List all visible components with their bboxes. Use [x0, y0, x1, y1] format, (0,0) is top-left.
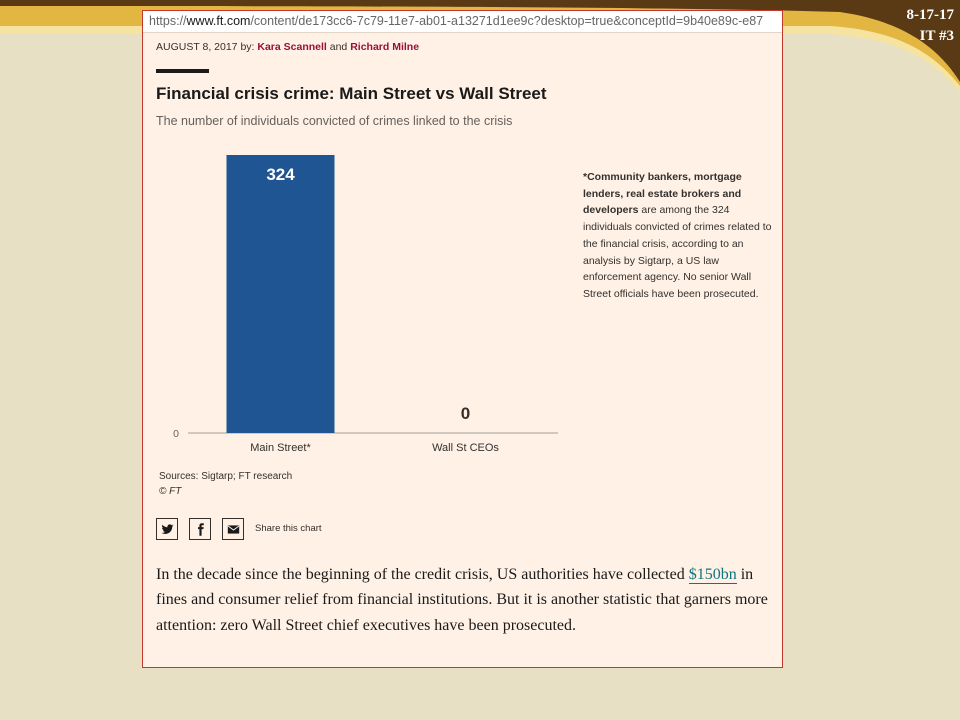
byline: AUGUST 8, 2017 by: Kara Scannell and Ric…: [156, 41, 419, 53]
slide-date-label: 8-17-17: [906, 7, 955, 23]
share-label: Share this chart: [255, 523, 322, 534]
url-host: www.ft.com: [186, 14, 251, 28]
slide-tag-label: IT #3: [919, 28, 954, 44]
share-facebook-button[interactable]: [189, 518, 211, 540]
paragraph-text-start: In the decade since the beginning of the…: [156, 566, 689, 583]
copyright-text: © FT: [159, 486, 182, 497]
bar-value-label: 0: [461, 404, 470, 423]
share-twitter-button[interactable]: [156, 518, 178, 540]
email-icon: [227, 524, 239, 534]
bar-chart: 0 324 Main Street* 0 Wall St CEOs: [173, 155, 558, 454]
y-tick-label: 0: [173, 428, 179, 440]
twitter-icon: [161, 523, 173, 534]
byline-and: and: [329, 41, 348, 53]
address-bar[interactable]: https://www.ft.com/content/de173cc6-7c79…: [143, 11, 782, 33]
sources-text: Sources: Sigtarp; FT research: [159, 471, 293, 482]
author-link-2[interactable]: Richard Milne: [350, 41, 420, 53]
chart-footnote: *Community bankers, mortgage lenders, re…: [583, 169, 779, 303]
footnote-text: are among the 324 individuals convicted …: [583, 204, 772, 300]
article-screenshot-card: https://www.ft.com/content/de173cc6-7c79…: [142, 10, 783, 668]
bar-value-label: 324: [266, 165, 295, 184]
url-path: /content/de173cc6-7c79-11e7-ab01-a13271d…: [250, 14, 764, 28]
fines-link[interactable]: $150bn: [688, 566, 737, 584]
url-scheme: https://: [149, 14, 187, 28]
author-link-1[interactable]: Kara Scannell: [257, 41, 327, 53]
topper-rule: [156, 69, 209, 73]
paragraph-text-end: in fines and consumer relief from financ…: [156, 566, 768, 634]
chart-title: Financial crisis crime: Main Street vs W…: [156, 84, 547, 103]
x-tick-label: Main Street*: [250, 442, 311, 454]
facebook-icon: [197, 522, 204, 536]
chart-sources: Sources: Sigtarp; FT research © FT: [159, 469, 292, 499]
bar-1: [226, 155, 335, 433]
x-tick-label: Wall St CEOs: [432, 442, 499, 454]
byline-by: by:: [240, 41, 255, 53]
byline-date: AUGUST 8, 2017: [156, 41, 238, 53]
chart-subtitle: The number of individuals convicted of c…: [156, 114, 513, 128]
footnote-bold-text: *Community bankers, mortgage lenders, re…: [583, 171, 742, 217]
share-email-button[interactable]: [222, 518, 244, 540]
article-paragraph: In the decade since the beginning of the…: [156, 562, 776, 638]
